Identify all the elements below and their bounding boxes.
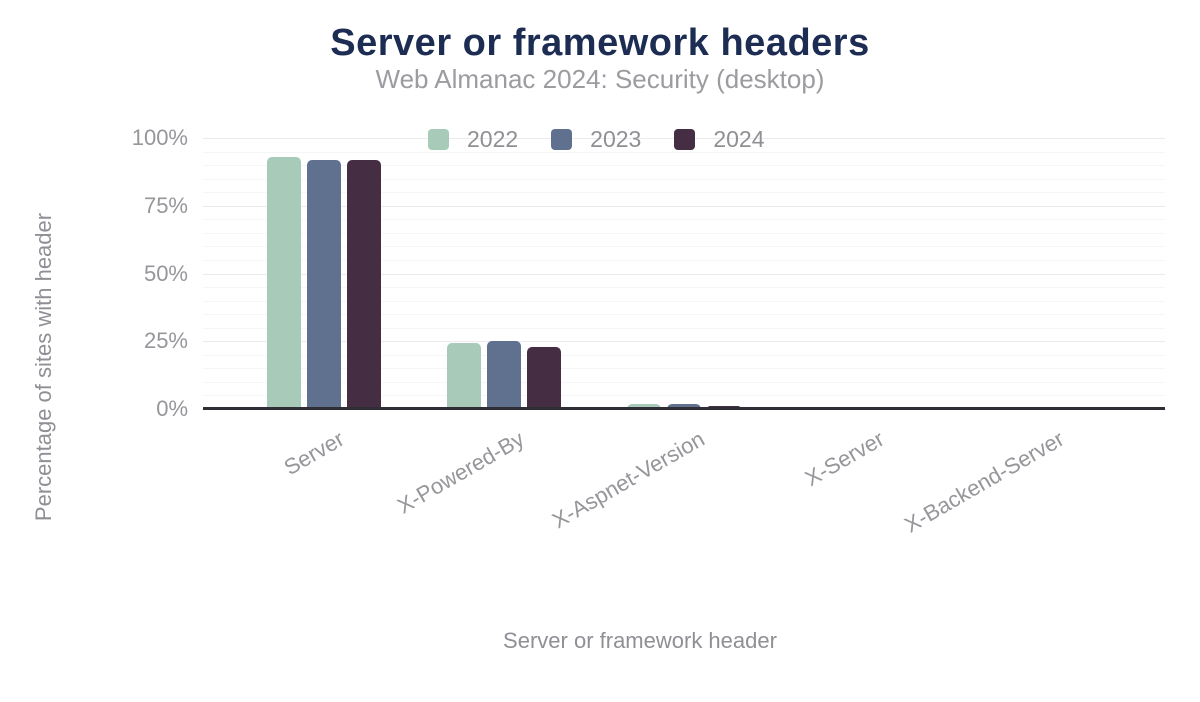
legend-swatch-2022 <box>428 129 449 150</box>
gridline-minor <box>203 219 1165 221</box>
legend-label: 2023 <box>590 126 642 152</box>
legend-label: 2022 <box>467 126 519 152</box>
x-category-label: X-Backend-Server <box>900 426 1069 538</box>
bar-group-x-aspnet-version <box>594 138 774 409</box>
x-category-label: X-Aspnet-Version <box>547 426 709 534</box>
bar-2024 <box>527 346 561 409</box>
bar-2022 <box>267 156 301 409</box>
gridline-minor <box>203 287 1165 289</box>
legend-swatch-2023 <box>551 129 573 150</box>
gridline-minor <box>203 314 1165 316</box>
y-tick-label: 25% <box>143 328 188 354</box>
gridline-minor <box>203 395 1165 397</box>
chart-subtitle: Web Almanac 2024: Security (desktop) <box>375 64 825 94</box>
x-axis-title: Server or framework header <box>503 628 777 653</box>
y-tick-label: 100% <box>131 125 188 150</box>
legend-item-2024: 2024 <box>674 126 765 153</box>
bar-2023 <box>667 403 701 409</box>
gridline-major <box>203 205 1165 207</box>
gridline-minor <box>203 151 1165 153</box>
gridline-minor <box>203 165 1165 167</box>
gridline-minor <box>203 354 1165 356</box>
bars-plot-area <box>234 138 1134 409</box>
bar-2022 <box>627 403 661 409</box>
gridline-major <box>203 341 1165 343</box>
y-axis-title: Percentage of sites with header <box>31 212 56 522</box>
chart-legend: 2022 2023 2024 <box>428 126 765 153</box>
bar-2023 <box>487 341 521 409</box>
bar-group-x-backend-server <box>954 138 1134 409</box>
x-category-label: X-Server <box>800 426 889 492</box>
gridline-minor <box>203 178 1165 180</box>
y-tick-label: 50% <box>143 260 188 286</box>
gridline-minor <box>203 368 1165 370</box>
legend-swatch-2024 <box>674 129 696 150</box>
y-tick-label: 75% <box>143 192 188 218</box>
gridline-minor <box>203 192 1165 194</box>
gridline-minor <box>203 232 1165 234</box>
x-category-label: X-Powered-By <box>393 426 529 519</box>
x-axis-line <box>203 407 1165 410</box>
gridline-minor <box>203 259 1165 261</box>
bar-2024 <box>347 159 381 409</box>
y-tick-label: 0% <box>156 396 188 421</box>
legend-item-2022: 2022 <box>428 126 518 153</box>
bar-group-x-powered-by <box>414 138 594 409</box>
gridline-minor <box>203 381 1165 383</box>
chart-title: Server or framework headers <box>330 22 870 64</box>
bar-group-server <box>234 138 414 409</box>
x-category-label: Server <box>279 426 349 481</box>
gridline-major <box>203 273 1165 275</box>
gridline-minor <box>203 300 1165 302</box>
gridline-minor <box>203 327 1165 329</box>
bar-group-x-server <box>774 138 954 409</box>
legend-item-2023: 2023 <box>551 126 641 153</box>
gridline-minor <box>203 246 1165 248</box>
bar-2023 <box>307 159 341 409</box>
bar-2022 <box>447 342 481 409</box>
legend-label: 2024 <box>713 126 765 152</box>
